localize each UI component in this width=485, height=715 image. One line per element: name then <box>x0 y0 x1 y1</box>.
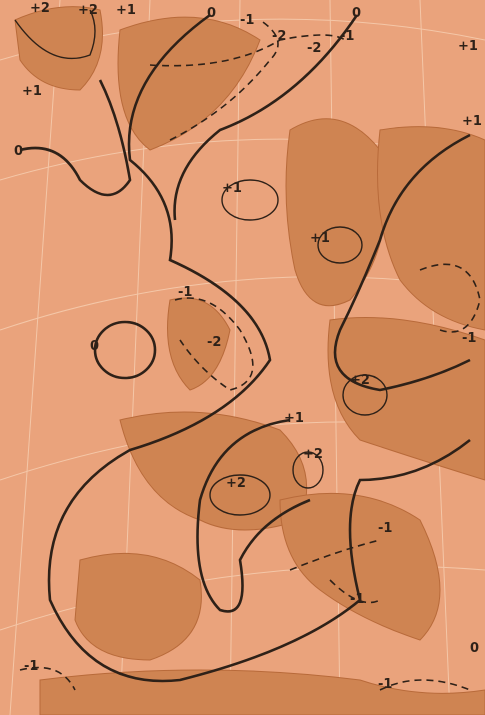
contour-label: 0 <box>207 6 216 21</box>
contour-label: +1 <box>22 84 42 99</box>
contour-label: +1 <box>462 114 482 129</box>
contour-label: +2 <box>226 476 246 491</box>
contour-label: -1 <box>462 331 476 346</box>
contour-label: -2 <box>272 29 286 44</box>
contour-label: -1 <box>378 521 392 536</box>
contour-label: +1 <box>310 231 330 246</box>
contour-label: +2 <box>350 373 370 388</box>
contour-label: -1 <box>24 659 38 674</box>
contour-label: -1 <box>378 677 392 692</box>
contour-label: -1 <box>240 13 254 28</box>
contour-label: -1 <box>340 29 354 44</box>
contour-label: 0 <box>352 6 361 21</box>
isolines <box>14 9 481 691</box>
contour-label: 0 <box>470 641 479 656</box>
contour-label: -2 <box>307 41 321 56</box>
contour-label: -1 <box>178 285 192 300</box>
contour-label: +2 <box>30 1 50 16</box>
contour-label: +1 <box>222 181 242 196</box>
contour-label: -1 <box>350 592 364 607</box>
contour-labels: +2 +2 +1 0 +1 0 -1 -2 -2 -1 0 +1 +1 -1 -2 0 +2 +1 +2 +2 +1 +1… <box>14 1 482 692</box>
contour-label: 0 <box>90 339 99 354</box>
contour-label: +2 <box>303 447 323 462</box>
contour-label: +1 <box>284 411 304 426</box>
contour-label: 0 <box>14 144 23 159</box>
contour-label: +2 <box>78 3 98 18</box>
contour-label: -2 <box>207 335 221 350</box>
contour-label: +1 <box>116 3 136 18</box>
contour-label: +1 <box>458 39 478 54</box>
